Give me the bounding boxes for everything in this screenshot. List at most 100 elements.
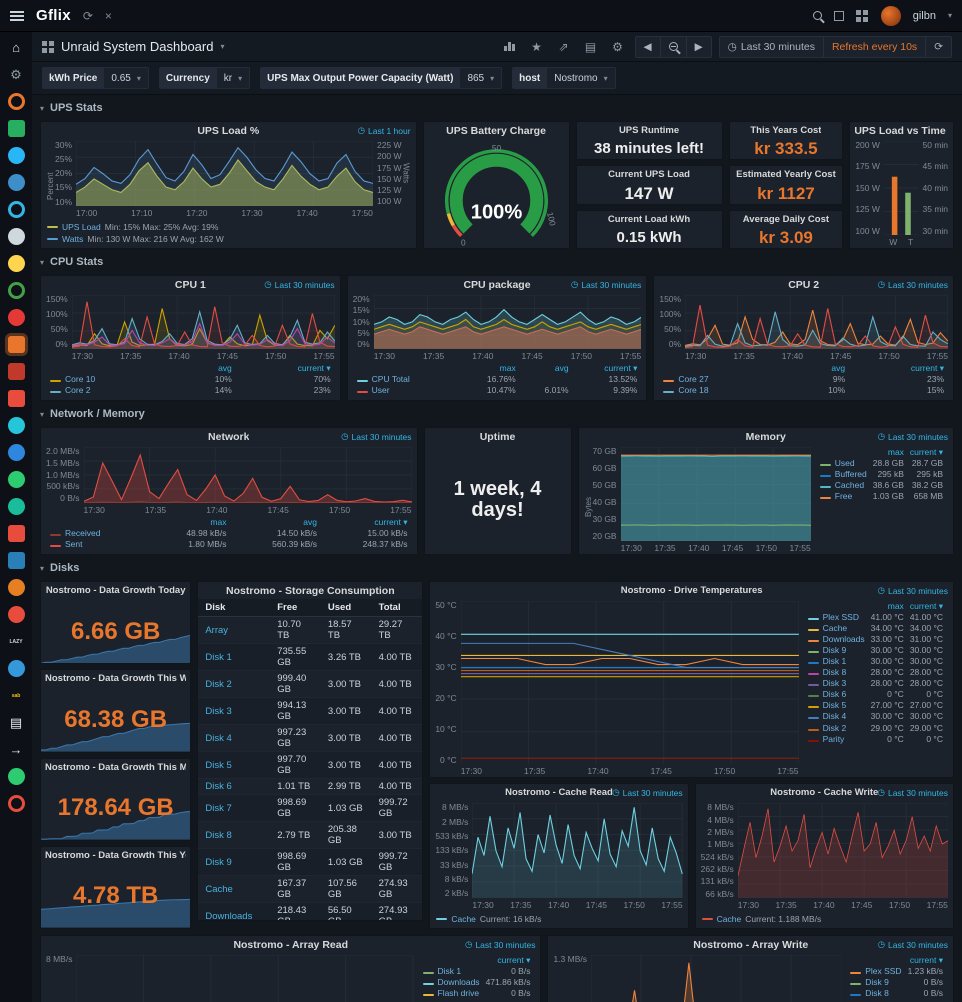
app-icon-orange-arrows[interactable] <box>7 579 25 596</box>
table-column-header[interactable]: Used <box>320 599 372 617</box>
panel-title[interactable]: Nostromo - Data Growth This Year <box>45 849 187 861</box>
legend-series-label[interactable]: Plex SSD <box>847 966 904 977</box>
panel-title[interactable]: CPU package <box>463 278 531 291</box>
app-icon-red-shield[interactable] <box>7 363 25 380</box>
row-header-network-memory[interactable]: ▾ Network / Memory <box>40 407 954 421</box>
legend-series-label[interactable]: Disk 2 <box>805 723 868 734</box>
dashboard-settings-button[interactable]: ⚙ <box>612 39 623 54</box>
stat-value[interactable]: kr 3.09 <box>758 227 813 247</box>
panel-title[interactable]: This Years Cost <box>750 125 822 136</box>
legend-series-label[interactable]: Disk 9 <box>805 645 868 656</box>
stat-value[interactable]: 0.15 kWh <box>616 228 682 246</box>
legend-column-header[interactable]: avg <box>218 362 232 373</box>
plot-area[interactable] <box>472 803 683 898</box>
legend-column-header[interactable]: max <box>887 601 904 611</box>
panel-title[interactable]: Current Load kWh <box>607 213 691 225</box>
panel-title[interactable]: CPU 1 <box>174 278 206 291</box>
legend-column-header[interactable]: current ▾ <box>604 362 638 373</box>
time-back-button[interactable]: ◀ <box>636 36 661 57</box>
username[interactable]: gilbn <box>912 9 936 22</box>
legend-series-label[interactable]: Sent <box>47 539 147 550</box>
plot-area[interactable] <box>71 295 335 349</box>
app-icon-sab[interactable]: sab <box>11 692 21 699</box>
legend-series-label[interactable]: Core 27 <box>660 374 790 385</box>
table-column-header[interactable]: Disk <box>198 599 271 617</box>
dashboard-grid-icon[interactable] <box>42 40 54 53</box>
legend-series-label[interactable]: Cache Current: 1.188 MB/s <box>701 914 821 924</box>
panel-title[interactable]: Current UPS Load <box>608 169 690 181</box>
time-forward-button[interactable]: ▶ <box>694 40 703 53</box>
panel-time-range[interactable]: ◷ Last 30 minutes <box>878 787 948 798</box>
panel-title[interactable]: Nostromo - Data Growth Today <box>45 585 186 596</box>
panel-title[interactable]: Network <box>208 430 250 443</box>
app-icon-water-drop[interactable] <box>7 660 25 677</box>
row-header-disks[interactable]: ▾ Disks <box>40 561 954 575</box>
app-icon-red-ring[interactable] <box>7 795 25 812</box>
user-icon[interactable] <box>7 228 25 245</box>
app-icon-blue[interactable] <box>7 174 25 191</box>
user-menu-caret-icon[interactable]: ▾ <box>947 11 952 20</box>
template-variable[interactable]: host Nostromo ▾ <box>512 67 616 89</box>
refresh-interval-picker[interactable]: Refresh every 10s <box>824 36 927 57</box>
panel-time-range[interactable]: ◷ Last 30 minutes <box>878 939 948 950</box>
panel-time-range[interactable]: ◷ Last 30 minutes <box>264 279 334 290</box>
legend-column-header[interactable]: current ▾ <box>374 516 408 527</box>
panel-title[interactable]: Nostromo - Data Growth This Week <box>45 673 186 685</box>
close-icon[interactable]: × <box>104 8 112 23</box>
legend-series-label[interactable]: Used <box>817 458 870 469</box>
search-icon[interactable] <box>7 201 25 218</box>
app-icon-red-arrow[interactable] <box>7 606 25 623</box>
refresh-icon[interactable]: ⟳ <box>82 8 93 23</box>
legend-column-header[interactable]: max <box>210 516 227 527</box>
legend-series-label[interactable]: Free <box>817 491 870 502</box>
panel-title[interactable]: UPS Runtime <box>618 125 680 136</box>
legend-series-label[interactable]: Downloads <box>805 634 868 645</box>
stat-value[interactable]: kr 333.5 <box>754 139 818 159</box>
plot-area[interactable] <box>737 803 948 898</box>
plot-area[interactable] <box>591 955 841 1002</box>
panel-title[interactable]: Estimated Yearly Cost <box>736 169 836 181</box>
legend-series-label[interactable]: UPS Load Min: 15% Max: 25% Avg: 19% <box>47 222 218 232</box>
app-icon-yellow[interactable] <box>7 255 25 272</box>
legend-column-header[interactable]: current ▾ <box>909 601 943 611</box>
legend-series-label[interactable]: Core 18 <box>660 385 790 396</box>
panel-time-range[interactable]: ◷ Last 30 minutes <box>571 279 641 290</box>
github-icon[interactable] <box>7 768 25 785</box>
star-dashboard-button[interactable]: ★ <box>531 39 542 54</box>
app-icon-green-ring[interactable] <box>7 282 25 299</box>
legend-series-label[interactable]: CPU Total <box>354 374 458 385</box>
panel-title[interactable]: UPS Load % <box>197 124 260 137</box>
add-panel-button[interactable] <box>500 40 520 54</box>
legend-series-label[interactable]: Disk 3 <box>805 678 868 689</box>
legend-series-label[interactable]: Disk 8 <box>805 667 868 678</box>
time-range-picker[interactable]: ◷ Last 30 minutes <box>720 36 824 57</box>
legend-series-label[interactable]: Flash drive <box>420 988 483 999</box>
legend-series-label[interactable]: Cache <box>805 623 868 634</box>
panel-title[interactable]: UPS Battery Charge <box>446 124 546 137</box>
variable-value-dropdown[interactable]: 0.65 ▾ <box>104 67 149 89</box>
plot-area[interactable] <box>83 447 412 503</box>
legend-series-label[interactable]: Disk 6 <box>805 689 868 700</box>
app-icon-blue-square[interactable] <box>7 552 25 569</box>
stat-value[interactable]: kr 1127 <box>757 183 815 203</box>
legend-series-label[interactable]: Core 10 <box>47 374 177 385</box>
panel-title[interactable]: Nostromo - Data Growth This Month <box>45 761 186 773</box>
plot-area[interactable] <box>620 447 811 541</box>
stat-value[interactable]: 38 minutes left! <box>594 140 705 158</box>
plot-area[interactable] <box>685 295 949 349</box>
panel-time-range[interactable]: ◷ Last 30 minutes <box>878 279 948 290</box>
legend-series-label[interactable]: Cached <box>817 480 870 491</box>
plot-area[interactable] <box>76 141 373 206</box>
legend-series-label[interactable]: Disk 1 <box>420 966 483 977</box>
panel-title[interactable]: Nostromo - Drive Temperatures <box>620 585 763 596</box>
plot-area[interactable] <box>76 955 413 1002</box>
legend-series-label[interactable]: Disk 4 <box>805 711 868 722</box>
legend-column-header[interactable]: current ▾ <box>909 955 943 965</box>
app-icon-green-box[interactable] <box>7 120 25 137</box>
plot-area[interactable] <box>461 601 799 764</box>
legend-column-header[interactable]: max <box>887 447 904 457</box>
panel-title[interactable]: Memory <box>745 430 786 443</box>
legend-series-label[interactable]: Parity <box>805 734 868 745</box>
row-header-ups-stats[interactable]: ▾ UPS Stats <box>40 101 954 115</box>
save-dashboard-button[interactable]: ▤ <box>584 39 597 54</box>
